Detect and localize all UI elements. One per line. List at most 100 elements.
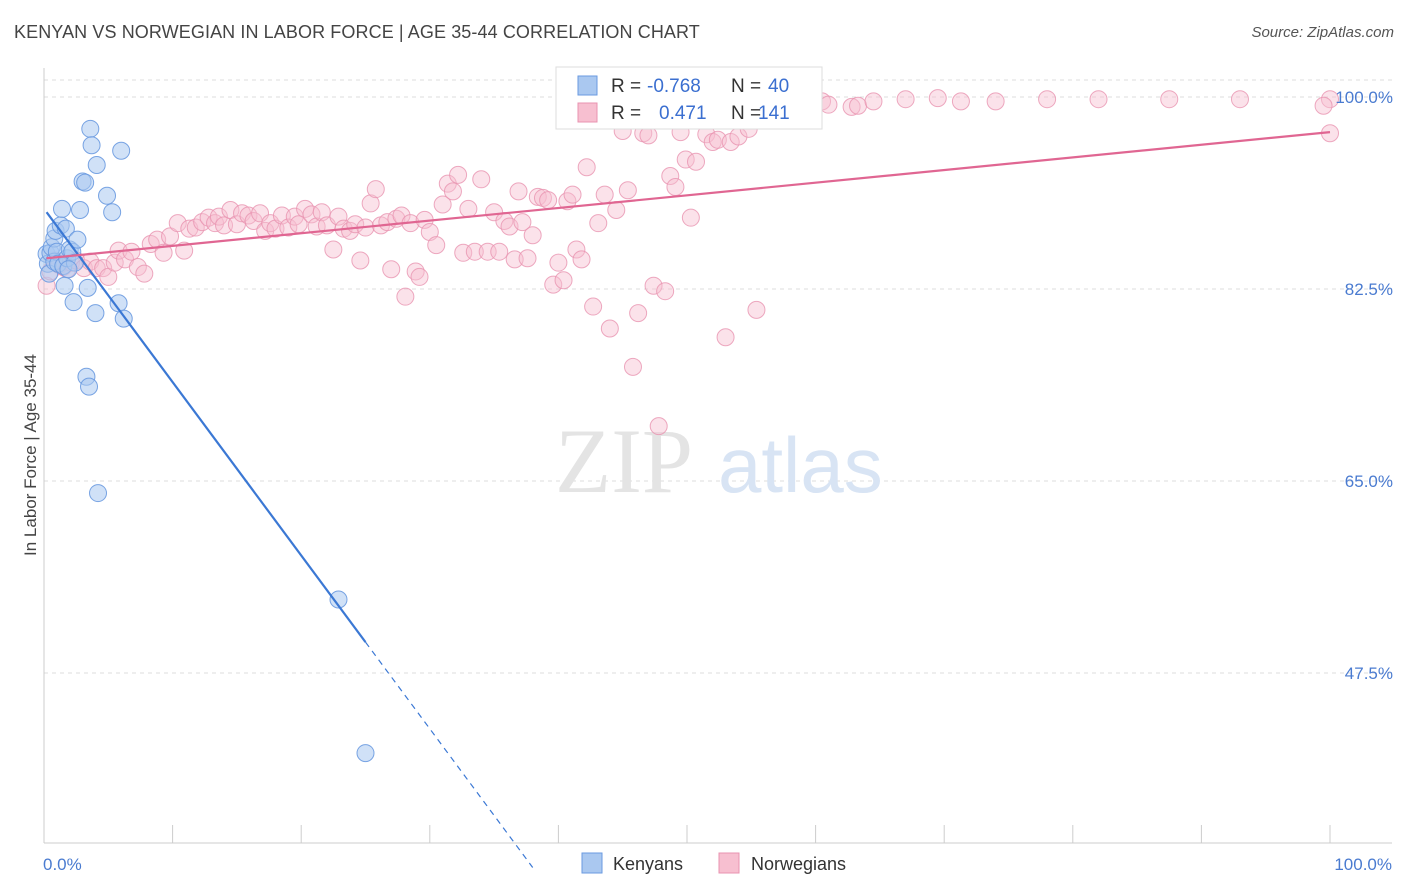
norwegians-point-76 [459,199,478,218]
norwegians-point-86 [513,213,532,232]
norwegians-n-value: 141 [758,103,790,124]
norwegians-point-73 [443,182,462,201]
norwegians-point-84 [505,250,524,269]
kenyans-point-31 [89,484,108,503]
kenyans-point-33 [103,203,122,222]
norwegians-point-98 [572,250,591,269]
y-tick-label-2: 65.0% [1345,472,1393,491]
kenyans-point-11 [53,199,72,218]
kenyans-point-38 [356,744,375,763]
series-legend: Kenyans Norwegians [581,852,846,874]
kenyans-n-label: N = [731,76,761,97]
norwegians-points [37,89,1339,436]
norwegians-point-101 [589,214,608,233]
norwegians-r-label: R = [611,103,641,124]
norwegians-point-87 [518,249,537,268]
norwegians-point-145 [1230,90,1249,109]
norwegians-point-57 [361,194,380,213]
kenyans-r-value: -0.768 [647,76,701,97]
norwegians-point-141 [986,92,1005,111]
norwegians-point-22 [161,227,180,246]
norwegians-point-119 [687,152,706,171]
norwegians-point-139 [928,89,947,108]
kenyans-point-28 [82,136,101,155]
kenyans-point-39 [59,260,78,279]
norwegians-point-137 [864,92,883,111]
norwegians-point-74 [449,165,468,184]
legend-norwegians-label: Norwegians [751,854,846,874]
kenyans-trend-line [45,211,367,643]
norwegians-point-103 [600,319,619,338]
norwegians-point-99 [577,158,596,177]
norwegians-point-69 [420,222,439,241]
kenyans-point-23 [76,173,95,192]
norwegians-point-124 [716,328,735,347]
kenyans-point-26 [80,377,99,396]
x-tick-label-min: 0.0% [43,855,82,874]
norwegians-point-135 [842,97,861,116]
norwegians-point-134 [819,95,838,114]
norwegians-point-108 [629,304,648,323]
norwegians-point-71 [433,195,452,214]
kenyans-point-21 [71,201,90,220]
norwegians-point-64 [396,287,415,306]
norwegians-point-89 [528,187,547,206]
norwegians-point-91 [539,191,558,210]
axes [43,68,1392,844]
norwegians-point-23 [168,214,187,233]
norwegians-point-55 [351,251,370,270]
norwegians-point-107 [623,357,642,376]
norwegians-point-42 [279,218,298,237]
norwegians-point-148 [1314,96,1333,115]
kenyans-point-37 [329,590,348,609]
stats-legend: R = -0.768 N = 40 R = 0.471 N = 141 [555,66,823,130]
norwegians-point-21 [154,243,173,262]
norwegians-point-40 [266,219,285,238]
norwegians-point-118 [681,208,700,227]
norwegians-point-142 [1038,90,1057,109]
legend-norwegians-swatch [718,852,740,874]
norwegians-point-70 [427,236,446,255]
norwegians-point-100 [584,297,603,316]
norwegians-point-30 [209,207,228,226]
norwegians-point-114 [661,166,680,185]
watermark-atlas: atlas [718,421,883,509]
norwegians-point-94 [554,271,573,290]
norwegians-point-51 [329,207,348,226]
kenyans-point-13 [55,276,74,295]
norwegians-n-label: N = [731,103,761,124]
norwegians-point-96 [563,185,582,204]
kenyans-point-18 [64,293,83,312]
kenyans-r-label: R = [611,76,641,97]
norwegians-point-81 [490,242,509,261]
norwegians-point-111 [644,276,663,295]
y-tick-label-3: 47.5% [1345,664,1393,683]
stats-legend-box [555,66,823,130]
norwegians-point-16 [122,242,141,261]
norwegians-point-17 [128,258,147,277]
legend-kenyans-label: Kenyans [613,854,683,874]
legend-kenyans-swatch [581,852,603,874]
norwegians-point-61 [382,260,401,279]
norwegians-point-143 [1089,90,1108,109]
norwegians-point-128 [747,300,766,319]
norwegians-point-13 [105,253,124,272]
y-tick-label-1: 82.5% [1345,280,1393,299]
norwegians-point-138 [896,90,915,109]
y-tick-label-0: 100.0% [1335,88,1393,107]
norwegians-point-11 [94,259,113,278]
kenyans-point-35 [112,141,131,160]
kenyans-points [37,119,375,763]
norwegians-swatch [577,102,598,123]
norwegians-point-93 [549,253,568,272]
kenyans-swatch [577,75,598,96]
norwegians-point-97 [567,240,586,259]
kenyans-point-32 [98,186,117,205]
norwegians-point-77 [465,242,484,261]
norwegians-r-value: 0.471 [659,103,707,124]
norwegians-point-106 [618,181,637,200]
source-label: Source: ZipAtlas.com [1251,24,1394,41]
norwegians-point-24 [175,241,194,260]
norwegians-point-35 [239,206,258,225]
